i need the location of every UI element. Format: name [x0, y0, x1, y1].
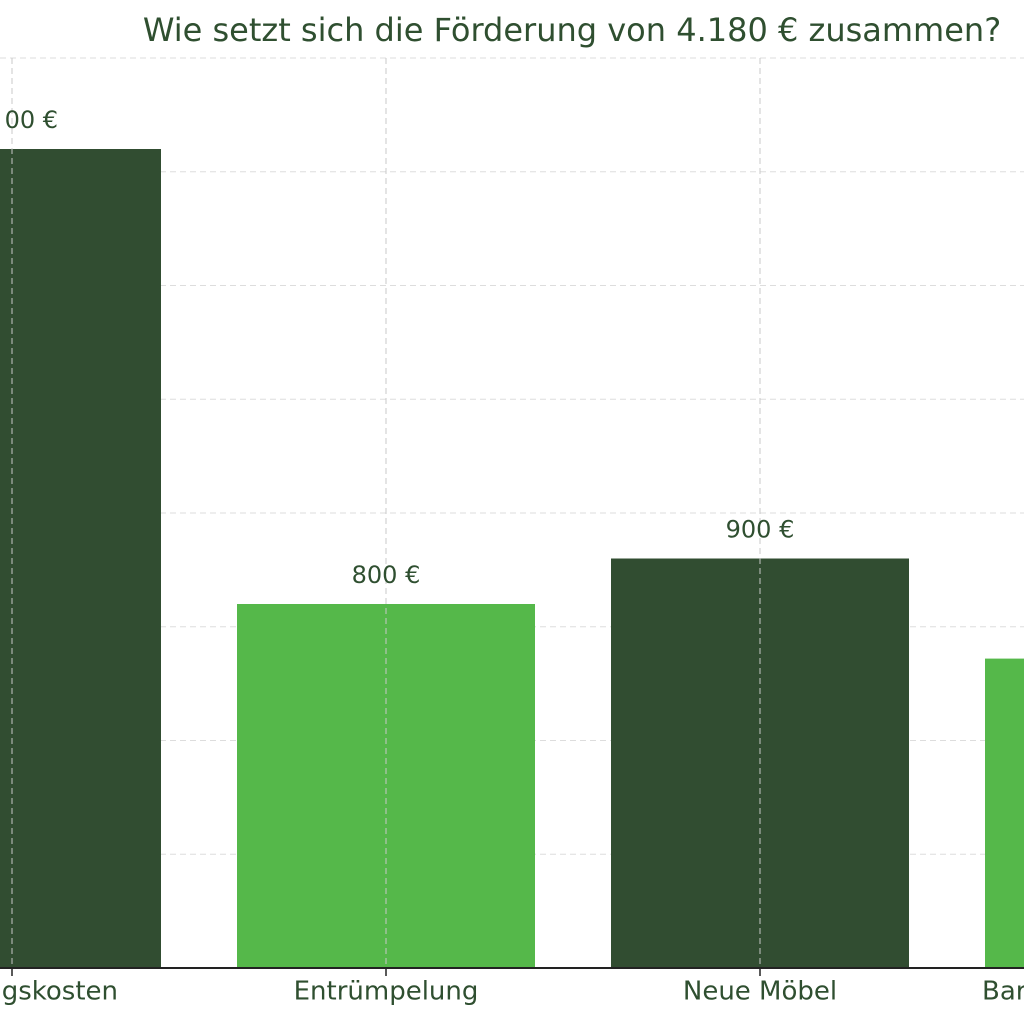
x-tick-label: Entrümpelung: [294, 977, 479, 1007]
bar: [237, 604, 535, 968]
chart-title: Wie setzt sich die Förderung von 4.180 €…: [143, 11, 1001, 49]
value-label: 900 €: [726, 516, 795, 544]
bar: [985, 658, 1024, 968]
x-tick-label: Bar: [982, 977, 1024, 1007]
value-label: 800 €: [352, 561, 421, 589]
value-label: 00 €: [5, 106, 58, 134]
x-tick-label: Neue Möbel: [683, 977, 837, 1007]
bar: [0, 149, 161, 968]
x-tick-label: gskosten: [2, 977, 118, 1007]
